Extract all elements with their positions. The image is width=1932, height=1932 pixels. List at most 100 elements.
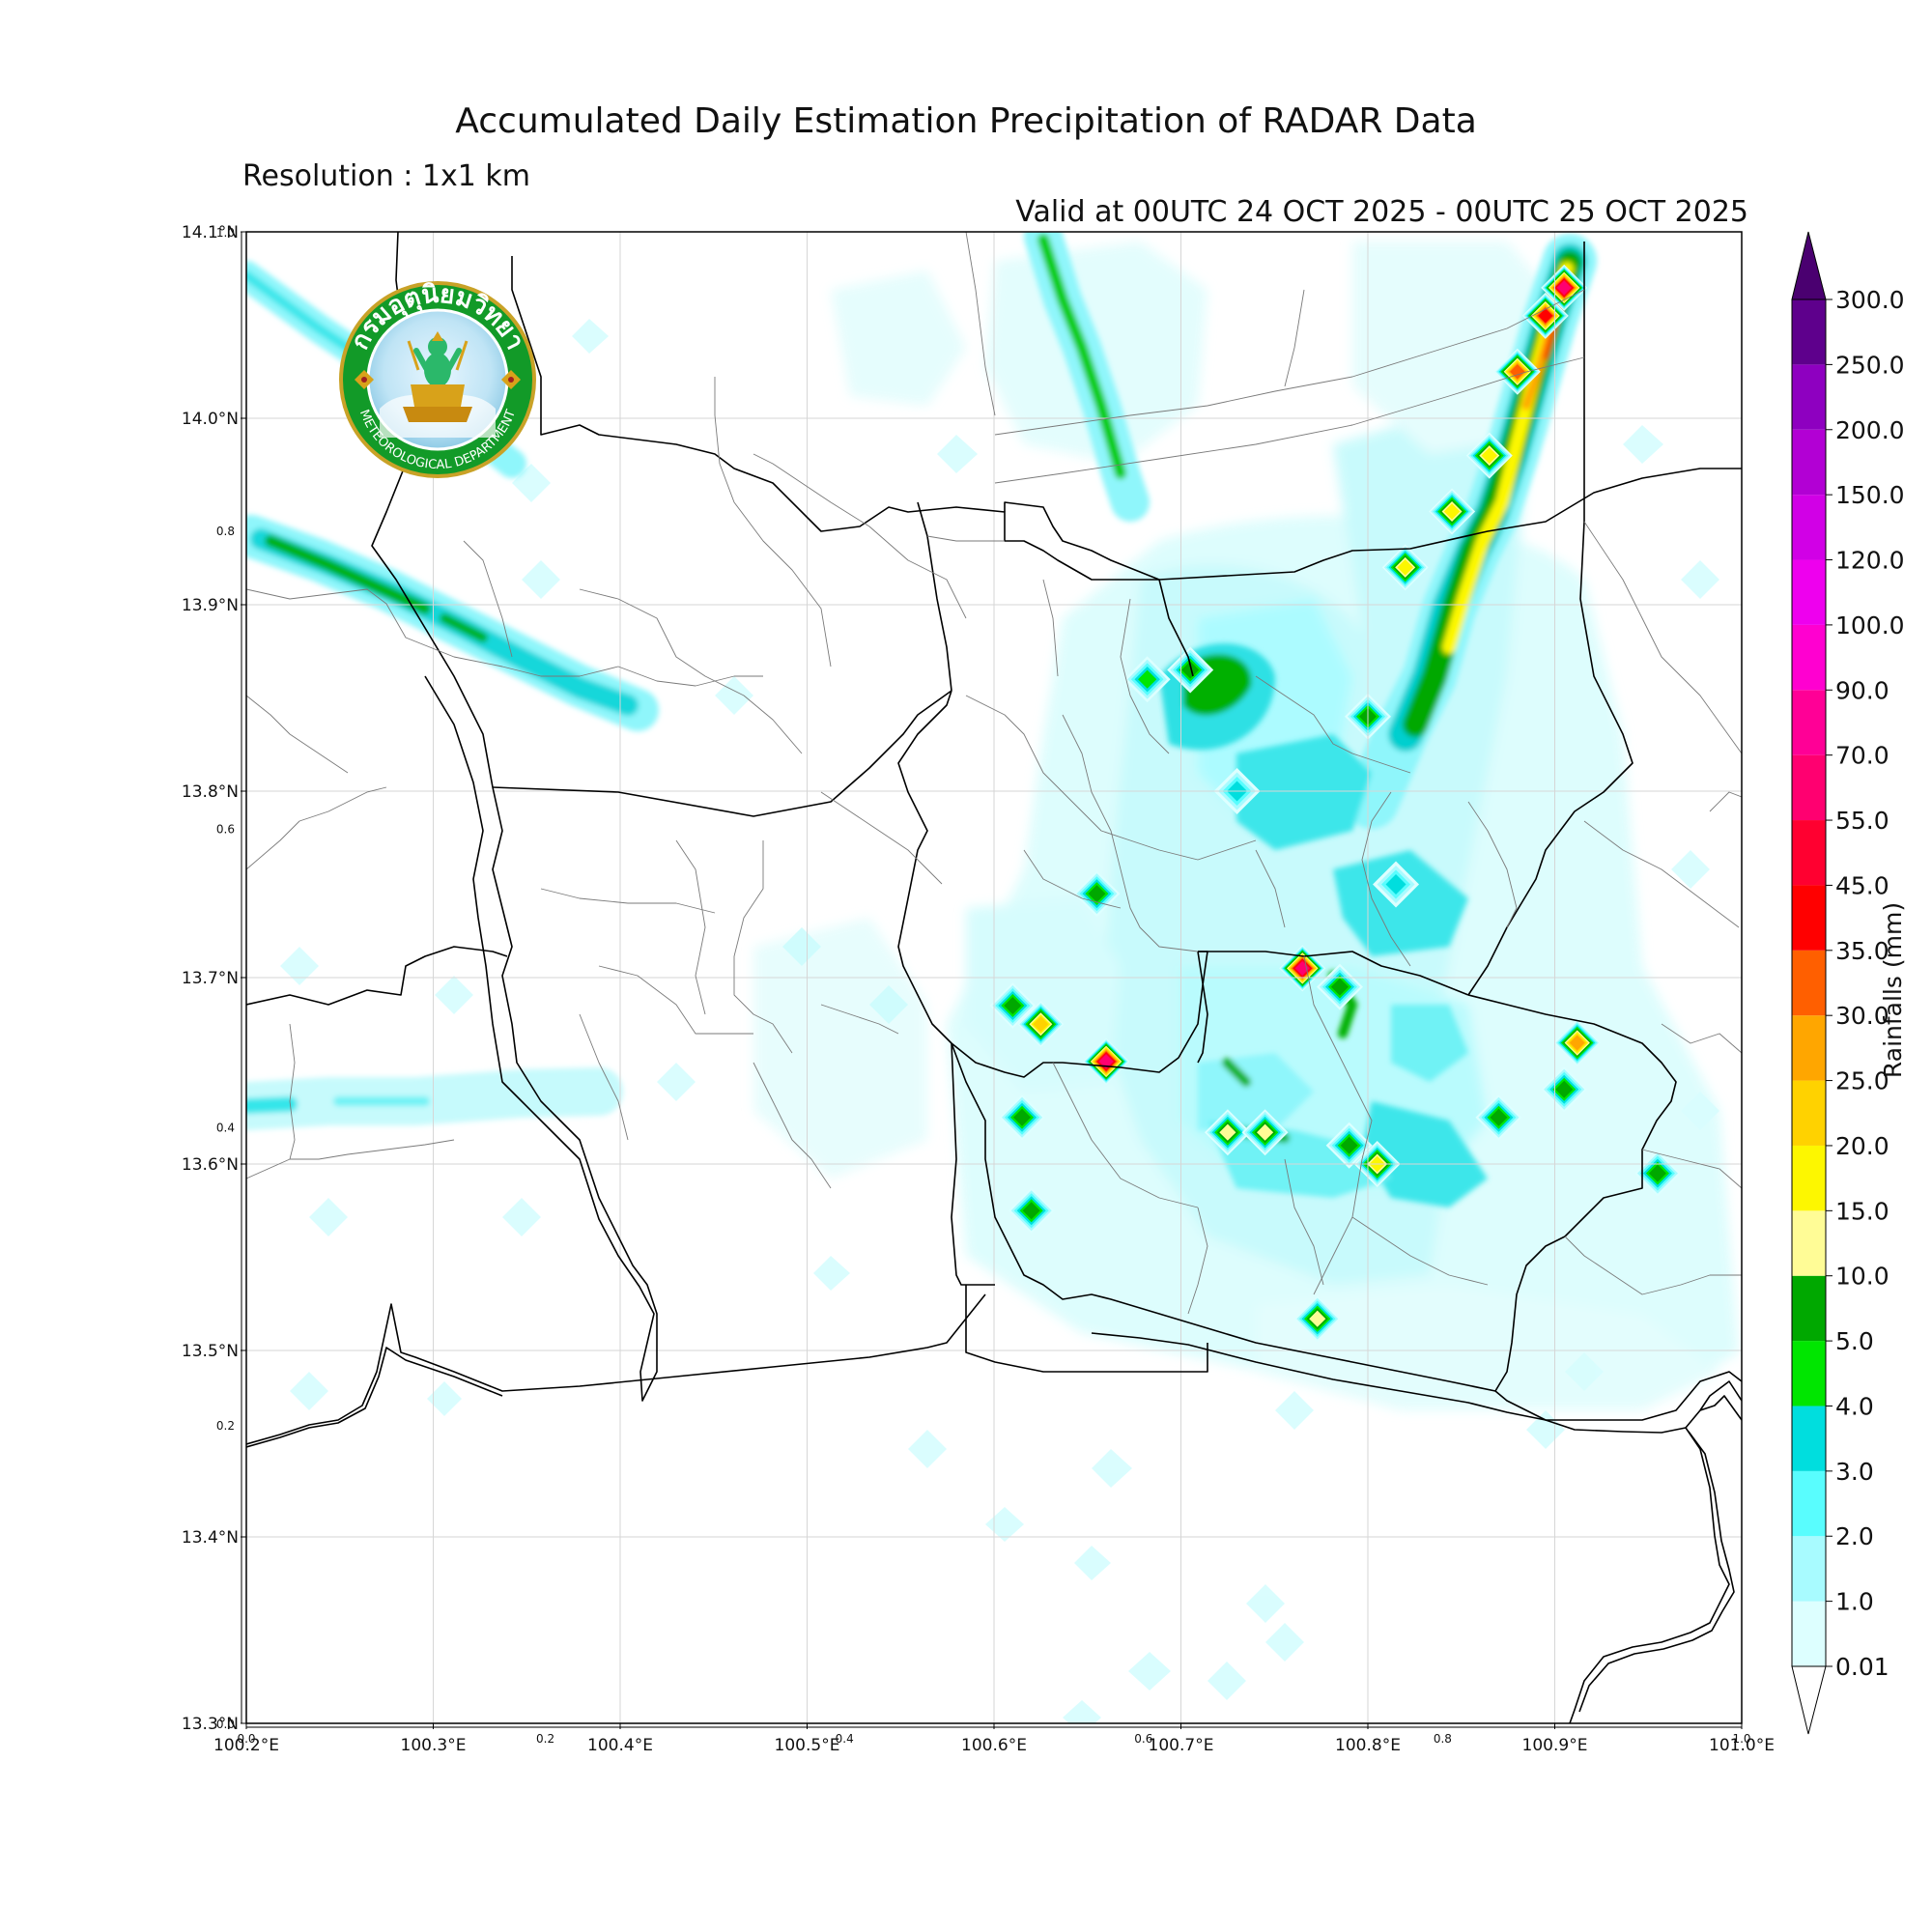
- colorbar-title: Rainfalls (mm): [1879, 902, 1907, 1078]
- colorbar-label-13: 55.0: [1835, 807, 1889, 835]
- rain-bands: [246, 232, 1597, 1208]
- lat-tick-label-6: 13.5°N: [182, 1342, 239, 1361]
- colorbar-label-0: 0.01: [1835, 1653, 1889, 1681]
- light-rain-field: [753, 242, 1739, 1410]
- overlay-x-tick-0: 0.0: [237, 1732, 255, 1746]
- rain-spot-5: [1204, 1109, 1251, 1156]
- colorbar: 0.01 1.0 2.0 3.0 4.0 5.0 10.0 15.0 20.0 25.0 30.0 3…: [1791, 231, 1907, 1735]
- rain-spot-2: [1279, 945, 1326, 992]
- lon-tick-label-0: 100.2°E: [213, 1736, 279, 1755]
- colorbar-label-17: 120.0: [1835, 547, 1905, 575]
- overlay-x-tick-3: 0.6: [1134, 1732, 1152, 1746]
- rain-spot-13: [1541, 264, 1588, 311]
- district-boundaries: [246, 232, 1742, 1315]
- rain-spot-14: [1167, 646, 1214, 694]
- colorbar-label-21: 300.0: [1835, 286, 1905, 314]
- rain-spot-22: [999, 1094, 1046, 1141]
- colorbar-frame: [1791, 298, 1827, 1667]
- lon-tick-label-6: 100.8°E: [1335, 1736, 1401, 1755]
- rain-spot-12: [1521, 292, 1569, 339]
- colorbar-under-arrow: [1791, 1665, 1827, 1735]
- colorbar-label-9: 25.0: [1835, 1067, 1889, 1095]
- colorbar-label-3: 3.0: [1835, 1458, 1874, 1486]
- colorbar-over-arrow: [1791, 231, 1827, 300]
- rain-spot-24: [1325, 1122, 1373, 1169]
- colorbar-label-4: 4.0: [1835, 1392, 1874, 1420]
- rain-spot-3: [1553, 1019, 1601, 1066]
- map-gridlines: [246, 232, 1742, 1723]
- colorbar-label-7: 15.0: [1835, 1197, 1889, 1225]
- rain-spot-6: [1241, 1109, 1289, 1156]
- valid-time-label: Valid at 00UTC 24 OCT 2025 - 00UTC 25 OC…: [1015, 195, 1748, 229]
- colorbar-cell-5: [1792, 1275, 1826, 1342]
- coastline: [246, 1293, 1742, 1723]
- colorbar-label-1: 1.0: [1835, 1588, 1874, 1616]
- deity-figure-icon: [403, 331, 472, 422]
- colorbar-cell-10: [1792, 950, 1826, 1016]
- resolution-label: Resolution : 1x1 km: [242, 159, 530, 193]
- lat-tick-label-1: 14.0°N: [182, 410, 239, 429]
- lon-tick-label-2: 100.4°E: [587, 1736, 653, 1755]
- colorbar-label-10: 30.0: [1835, 1002, 1889, 1030]
- colorbar-cell-1: [1792, 1536, 1826, 1602]
- rain-spot-10: [1465, 432, 1513, 479]
- colorbar-label-6: 10.0: [1835, 1263, 1889, 1291]
- overlay-x-tick-1: 0.2: [536, 1732, 554, 1746]
- colorbar-cell-17: [1792, 495, 1826, 560]
- lon-tick-label-1: 100.3°E: [401, 1736, 467, 1755]
- lat-tick-label-8: 13.3°N: [182, 1715, 239, 1734]
- colorbar-cell-18: [1792, 429, 1826, 496]
- rain-spot-27: [1475, 1094, 1522, 1141]
- rain-spot-18: [1345, 693, 1391, 740]
- province-boundaries: [246, 232, 1742, 1421]
- colorbar-cell-11: [1792, 885, 1826, 951]
- rain-spot-19: [1373, 861, 1420, 908]
- rain-spot-25: [1541, 1065, 1588, 1113]
- rain-spot-8: [1381, 544, 1429, 591]
- rain-spot-15: [1123, 656, 1171, 703]
- colorbar-label-14: 70.0: [1835, 742, 1889, 770]
- rain-spot-9: [1429, 488, 1476, 535]
- rain-spot-11: [1493, 348, 1541, 395]
- overlay-y-tick-0: 1.0: [216, 226, 235, 240]
- colorbar-label-2: 2.0: [1835, 1522, 1874, 1550]
- colorbar-label-19: 200.0: [1835, 416, 1905, 444]
- rain-spot-7: [1293, 1295, 1341, 1343]
- colorbar-label-16: 100.0: [1835, 611, 1905, 639]
- lon-tick-label-8: 101.0°E: [1709, 1736, 1775, 1755]
- lat-tick-label-5: 13.6°N: [182, 1155, 239, 1175]
- colorbar-cell-6: [1792, 1210, 1826, 1276]
- colorbar-cell-12: [1792, 820, 1826, 886]
- colorbar-cell-7: [1792, 1145, 1826, 1211]
- overlay-y-tick-1: 0.8: [216, 525, 235, 538]
- chart-title: Accumulated Daily Estimation Precipitati…: [455, 101, 1477, 141]
- colorbar-label-15: 90.0: [1835, 676, 1889, 704]
- colorbar-cell-9: [1792, 1015, 1826, 1081]
- colorbar-label-12: 45.0: [1835, 871, 1889, 899]
- lon-tick-label-4: 100.6°E: [961, 1736, 1027, 1755]
- colorbar-cell-3: [1792, 1406, 1826, 1471]
- tmd-logo: กรมอุตุนิยมวิทยา METEOROLOGICAL DEPARTME…: [339, 280, 536, 478]
- seal-ornament-right-icon: [501, 370, 521, 389]
- colorbar-cell-13: [1792, 754, 1826, 821]
- overlay-y-tick-3: 0.4: [216, 1121, 235, 1134]
- overlay-x-tick-5: 1.0: [1732, 1732, 1750, 1746]
- colorbar-cell-15: [1792, 624, 1826, 691]
- lat-tick-label-3: 13.8°N: [182, 782, 239, 802]
- lat-tick-label-0: 14.1°N: [182, 223, 239, 242]
- colorbar-label-20: 250.0: [1835, 351, 1905, 379]
- longitude-ticks: 100.2°E 100.3°E 100.4°E 100.5°E 100.6°E 100.7…: [213, 1723, 1775, 1755]
- colorbar-label-5: 5.0: [1835, 1327, 1874, 1355]
- latitude-ticks: 14.1°N 14.0°N 13.9°N 13.8°N 13.7°N 13.6°N 13.5…: [182, 223, 246, 1734]
- lon-tick-label-5: 100.7°E: [1149, 1736, 1214, 1755]
- overlay-y-tick-4: 0.2: [216, 1419, 235, 1433]
- colorbar-cell-16: [1792, 559, 1826, 625]
- colorbar-cell-2: [1792, 1470, 1826, 1537]
- rain-spot-17: [1316, 963, 1363, 1010]
- lon-tick-label-3: 100.5°E: [775, 1736, 840, 1755]
- lat-tick-label-2: 13.9°N: [182, 596, 239, 615]
- colorbar-cell-20: [1792, 299, 1826, 365]
- colorbar-label-18: 150.0: [1835, 481, 1905, 509]
- lon-tick-label-7: 100.9°E: [1522, 1736, 1588, 1755]
- lat-tick-label-7: 13.4°N: [182, 1528, 239, 1548]
